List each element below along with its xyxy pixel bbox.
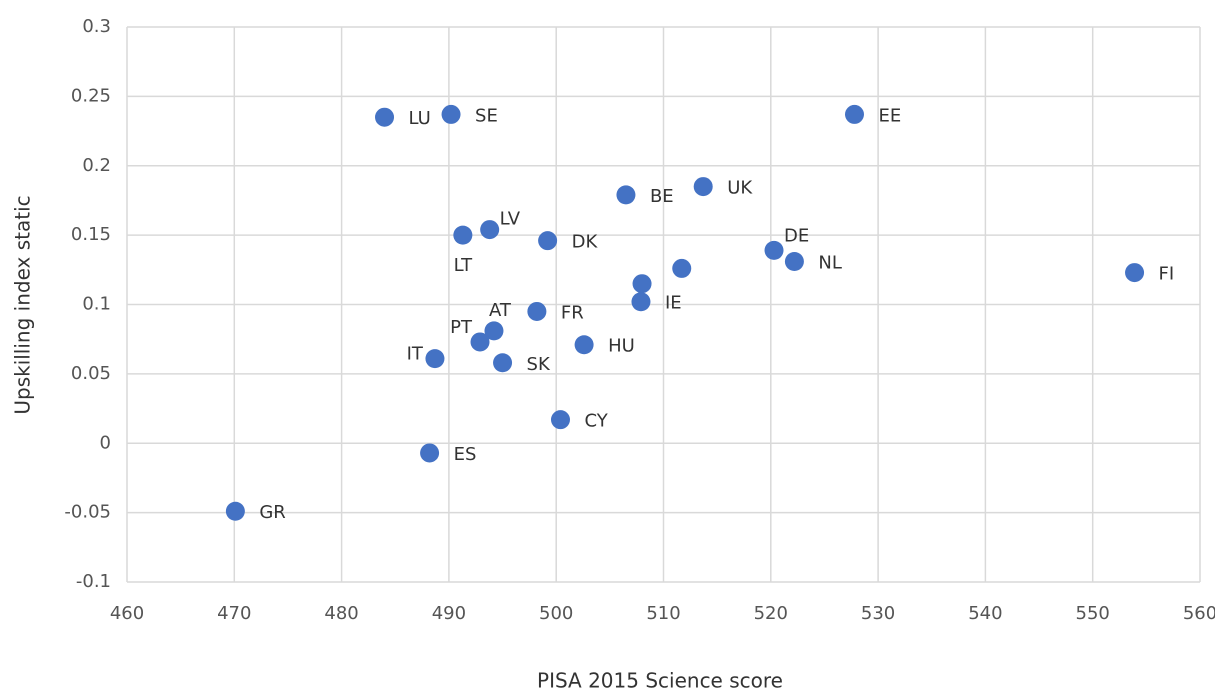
point	[632, 274, 652, 294]
x-tick-label: 470	[217, 603, 251, 624]
point-label: IT	[407, 344, 424, 365]
point-label: HU	[608, 336, 635, 357]
point	[550, 410, 570, 430]
point	[425, 349, 445, 369]
point	[453, 225, 473, 245]
point	[1125, 263, 1145, 283]
point-label: SK	[527, 354, 551, 375]
point-label: ES	[454, 444, 477, 465]
point	[693, 177, 713, 197]
point-label: LT	[454, 255, 474, 276]
y-tick-label: -0.1	[76, 571, 111, 592]
point	[375, 107, 395, 127]
point-label: FI	[1159, 264, 1175, 285]
point	[672, 258, 692, 278]
x-tick-label: 520	[754, 603, 788, 624]
point-label: AT	[489, 300, 512, 321]
point	[574, 335, 594, 355]
y-tick-label: 0.05	[71, 363, 111, 384]
point-label: SE	[475, 105, 498, 126]
point	[441, 104, 461, 124]
point-label: DE	[784, 225, 809, 246]
point	[527, 301, 547, 321]
x-tick-label: 540	[968, 603, 1002, 624]
point	[470, 332, 490, 352]
point	[616, 185, 636, 205]
x-tick-label: 480	[324, 603, 358, 624]
point	[631, 292, 651, 312]
point	[480, 220, 500, 240]
point	[538, 231, 558, 251]
x-tick-label: 530	[861, 603, 895, 624]
y-axis-title: Upskilling index static	[11, 195, 35, 414]
y-tick-label: 0.1	[82, 294, 111, 315]
x-tick-label: 490	[432, 603, 466, 624]
y-tick-label: 0.2	[82, 155, 111, 176]
point	[225, 501, 245, 521]
point-label: CY	[584, 411, 608, 432]
x-tick-label: 460	[110, 603, 144, 624]
point-label: EE	[878, 105, 901, 126]
point	[784, 251, 804, 271]
point-label: PT	[450, 317, 473, 338]
point-label: FR	[561, 302, 584, 323]
point-label: NL	[818, 252, 842, 273]
y-tick-label: 0.25	[71, 85, 111, 106]
point	[844, 104, 864, 124]
x-tick-label: 550	[1076, 603, 1110, 624]
y-tick-label: 0	[100, 432, 111, 453]
point	[420, 443, 440, 463]
point-label: IE	[665, 293, 682, 314]
x-tick-label: 500	[539, 603, 573, 624]
point-label: UK	[727, 178, 753, 199]
point-label: DK	[572, 232, 599, 253]
point-label: LV	[500, 209, 521, 230]
x-axis-title: PISA 2015 Science score	[537, 669, 783, 691]
point	[484, 321, 504, 341]
point-label: LU	[409, 108, 431, 129]
x-tick-label: 510	[646, 603, 680, 624]
y-tick-label: -0.05	[64, 502, 111, 523]
point	[493, 353, 513, 373]
y-tick-label: 0.3	[82, 16, 111, 37]
point-label: GR	[259, 502, 285, 523]
x-tick-label: 560	[1183, 603, 1215, 624]
point	[764, 240, 784, 260]
y-tick-label: 0.15	[71, 224, 111, 245]
point-label: BE	[650, 186, 674, 207]
